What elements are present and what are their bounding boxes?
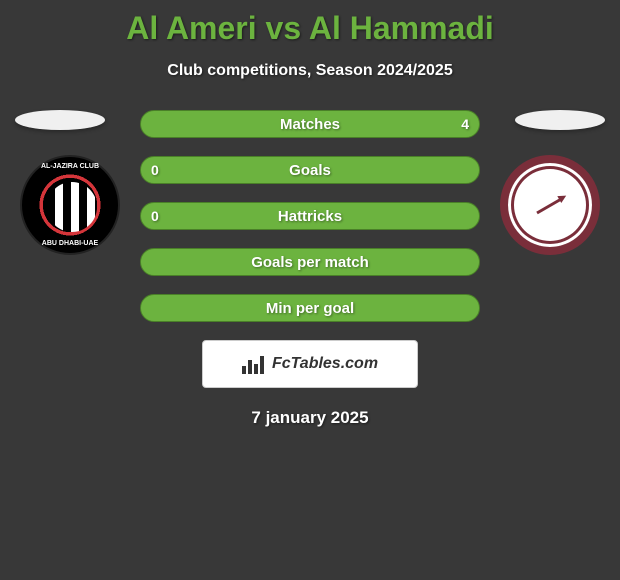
stat-label: Min per goal — [266, 300, 354, 317]
page-subtitle: Club competitions, Season 2024/2025 — [0, 62, 620, 80]
stat-pill-goals-per-match: Goals per match — [140, 248, 480, 276]
stat-label: Goals per match — [251, 254, 369, 271]
stat-left-value: 0 — [151, 208, 159, 224]
stat-pill-goals: 0 Goals — [140, 156, 480, 184]
fctables-badge: FcTables.com — [202, 340, 418, 388]
stat-pill-matches: Matches 4 — [140, 110, 480, 138]
jazira-logo-icon: AL-JAZIRA CLUB ABU DHABI-UAE — [20, 155, 120, 255]
wahda-sword-icon — [536, 196, 563, 214]
stat-pill-hattricks: 0 Hattricks — [140, 202, 480, 230]
ellipse-right — [515, 110, 605, 130]
stat-pill-min-per-goal: Min per goal — [140, 294, 480, 322]
stat-pills-container: Matches 4 0 Goals 0 Hattricks Goals per … — [140, 110, 480, 322]
wahda-logo-icon — [500, 155, 600, 255]
content-area: AL-JAZIRA CLUB ABU DHABI-UAE Matches 4 0… — [0, 110, 620, 428]
jazira-text-bottom: ABU DHABI-UAE — [22, 240, 118, 247]
club-logo-left: AL-JAZIRA CLUB ABU DHABI-UAE — [20, 155, 120, 255]
fctables-brand-text: FcTables.com — [272, 355, 378, 373]
jazira-text-top: AL-JAZIRA CLUB — [22, 163, 118, 170]
ellipse-left — [15, 110, 105, 130]
bar-chart-icon — [242, 354, 266, 374]
club-logo-right — [500, 155, 600, 255]
stat-label: Matches — [280, 116, 340, 133]
date-text: 7 january 2025 — [0, 408, 620, 428]
stat-right-value: 4 — [461, 116, 469, 132]
wahda-inner-icon — [525, 180, 575, 230]
stat-label: Goals — [289, 162, 331, 179]
page-title: Al Ameri vs Al Hammadi — [0, 0, 620, 47]
jazira-stripes-icon — [47, 182, 97, 232]
stat-left-value: 0 — [151, 162, 159, 178]
stat-label: Hattricks — [278, 208, 342, 225]
